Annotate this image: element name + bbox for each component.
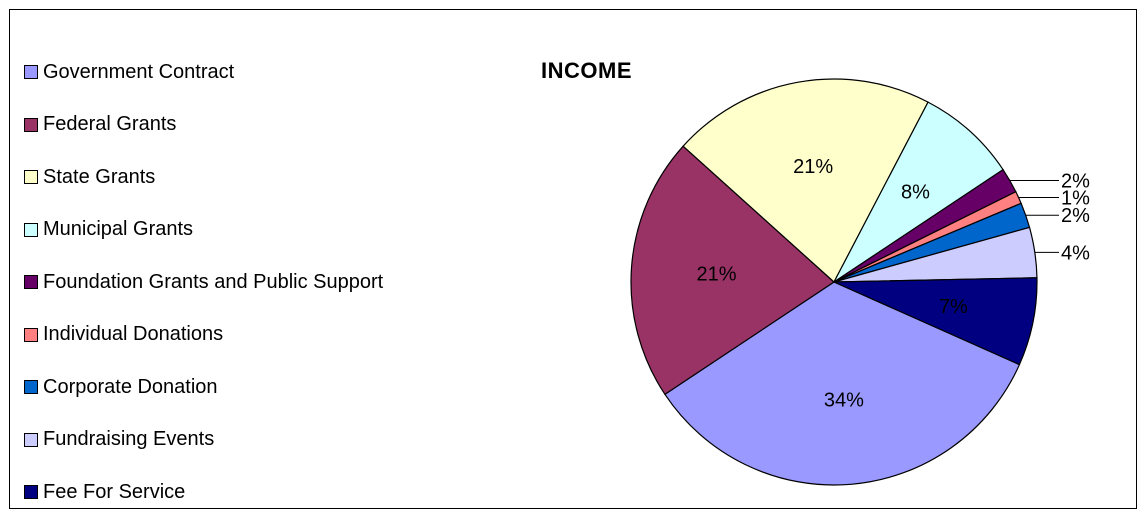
pie-slice: [630, 145, 835, 396]
legend-swatch: [24, 485, 38, 499]
slice-label: 2%: [1061, 205, 1090, 227]
legend-item: Government Contract: [24, 60, 234, 84]
slice-label: 4%: [1061, 242, 1090, 264]
legend-item: Municipal Grants: [24, 218, 193, 242]
legend-label: Municipal Grants: [43, 218, 194, 240]
legend-swatch: [24, 327, 38, 342]
legend-swatch: [24, 222, 38, 237]
legend-label: Individual Donations: [43, 323, 224, 345]
legend-item: Corporate Donation: [24, 375, 218, 399]
legend-item: Foundation Grants and Public Support: [24, 270, 383, 294]
legend-label: Foundation Grants and Public Support: [43, 270, 384, 293]
legend-label: Corporate Donation: [43, 375, 218, 398]
legend-item: Fundraising Events: [24, 428, 214, 452]
legend-swatch: [24, 380, 38, 394]
slice-label: 1%: [1061, 187, 1090, 209]
slice-label: 21%: [697, 263, 737, 285]
legend-item: Individual Donations: [24, 323, 223, 347]
slice-label: 2%: [1061, 171, 1090, 193]
legend-swatch: [24, 275, 38, 289]
legend-swatch: [24, 65, 38, 79]
legend-swatch: [24, 117, 38, 132]
legend-label: State Grants: [43, 165, 156, 188]
legend-label: Fundraising Events: [43, 428, 215, 450]
legend-swatch: [24, 432, 38, 447]
legend-label: Fee For Service: [43, 480, 186, 503]
pie-slice: [833, 277, 1038, 366]
legend-label: Government Contract: [43, 60, 235, 83]
chart-title: INCOME: [541, 58, 632, 83]
pie-slice: [664, 281, 1021, 486]
pie-slice: [833, 101, 1004, 283]
legend-item: Fee For Service: [24, 480, 185, 504]
legend-item: State Grants: [24, 165, 155, 189]
legend-label: Federal Grants: [43, 113, 177, 135]
slice-label: 34%: [824, 389, 864, 411]
slice-label: 21%: [793, 156, 833, 178]
slice-label: 8%: [901, 181, 930, 203]
legend-item: Federal Grants: [24, 113, 176, 137]
pie-slice: [682, 78, 929, 283]
legend-swatch: [24, 170, 38, 184]
slice-label: 7%: [939, 296, 968, 318]
